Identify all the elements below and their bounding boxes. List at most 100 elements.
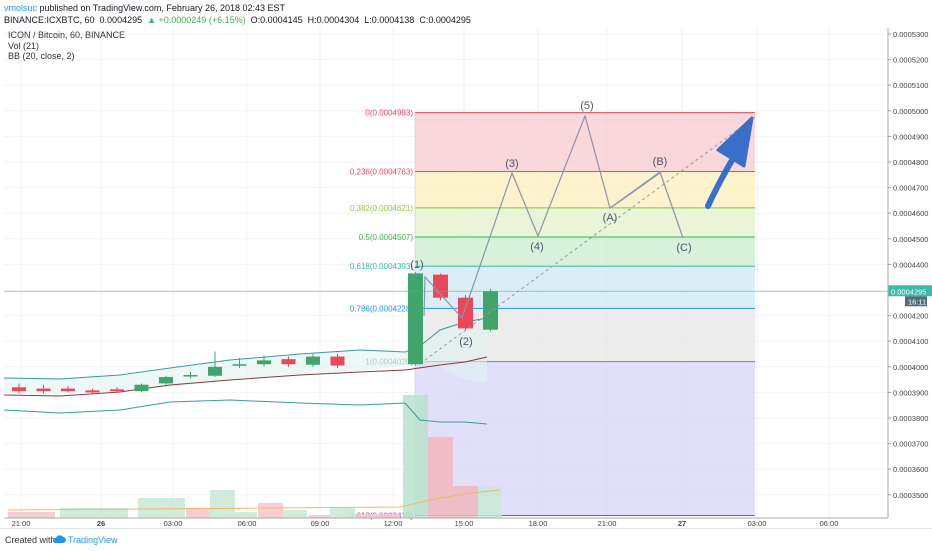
wave-label: (2) [459,336,472,348]
price-tick-label: 0.0004500 [893,235,928,244]
countdown-tag-text: 16:11 [908,297,926,306]
candle-body [110,389,124,392]
time-tick-label: 18:00 [529,519,548,528]
author-link[interactable]: vmolsuc [4,3,38,13]
time-tick-label: 09:00 [311,519,330,528]
tradingview-cloud-icon [52,535,66,543]
time-tick-label: 27 [678,519,686,528]
time-tick-label: 21:00 [12,519,31,528]
volume-bar [258,503,283,518]
fib-zone [415,112,755,172]
candle-body [330,356,345,366]
time-tick-label: 21:00 [598,519,617,528]
candle-body [433,274,448,298]
volume-bar [138,498,185,518]
wave-ab-line [611,172,661,208]
volume-bar [355,514,400,518]
publish-info: published on TradingView.com, February 2… [37,3,286,13]
close-value: C:0.0004295 [419,15,471,25]
candle-body [159,377,173,384]
price-tick-label: 0.0004600 [893,209,928,218]
last-price-tag-text: 0.0004295 [891,287,926,296]
price-tick-label: 0.0003800 [893,414,928,423]
price-tick-label: 0.0004800 [893,158,928,167]
price-tick-label: 0.0005000 [893,107,928,116]
fib-level-label: 0(0.0004993) [365,109,413,118]
candle-body [134,384,149,392]
candle-body [85,390,100,393]
time-tick-label: 06:00 [238,519,257,528]
candle-body [408,273,423,365]
price-tick-label: 0.0005200 [893,56,928,65]
time-tick-label: 03:00 [748,519,767,528]
bollinger-lower [3,399,488,425]
last-price: 0.0004295 [99,15,143,25]
tradingview-logo-text[interactable]: TradingView [68,535,118,545]
wave-label: (A) [603,212,618,224]
price-tick-label: 0.0005300 [893,30,928,39]
price-tick-label: 0.0004200 [893,312,928,321]
candle-body [483,291,498,330]
elliott-wave-path [423,114,684,320]
high-value: H:0.0004304 [307,15,360,25]
created-with-label: Created with [5,535,56,545]
price-tick-label: 0.0003700 [893,440,928,449]
low-value: L:0.0004138 [364,15,415,25]
price-tick-label: 0.0005100 [893,81,928,90]
price-tick-label: 0.0003600 [893,465,928,474]
time-tick-label: 12:00 [384,519,403,528]
wave-label: (1) [410,259,423,271]
upward-arrow-head [716,116,754,168]
fib-level-label: 0.5(0.0004507) [359,233,414,242]
time-tick-label: 15:00 [455,519,474,528]
volume-bar [283,510,307,518]
fib-zone [415,207,755,238]
symbol-line: BINANCE:ICXBTC, 60 0.0004295 ▲ +0.000024… [4,15,471,25]
wave-label: (4) [530,241,543,253]
publish-line: vmolsuc published on TradingView.com, Fe… [4,3,285,13]
legend-bollinger[interactable]: BB (20, close, 2) [8,51,75,61]
price-tick-label: 0.0003900 [893,388,928,397]
bollinger-fill [4,318,487,392]
last-price-tag [888,285,932,297]
candle-body [12,387,26,392]
volume-bar [210,490,235,518]
price-chart[interactable]: 0.0005300 0.0005200 0.0005100 0.0005000 0.00… [0,0,932,528]
volume-bar [453,486,478,518]
volume-ma-line [7,489,501,511]
price-tick-label: 0.0004700 [893,184,928,193]
volume-bar [60,508,128,518]
candle-body [281,359,296,365]
candle-body [306,356,320,365]
candle-body [458,297,473,329]
volume-bar [186,508,210,518]
volume-bar [8,512,55,518]
legend-volume[interactable]: Vol (21) [8,40,40,51]
wave-label: (B) [653,156,668,168]
bollinger-basis [3,356,488,397]
candle-body [257,360,271,365]
legend-symbol[interactable]: ICON / Bitcoin, 60, BINANCE [8,30,126,40]
wave-label: (5) [580,100,593,112]
trend-dashed-line [424,116,756,361]
volume-bar [428,437,453,518]
price-tick-label: 0.0003500 [893,491,928,500]
open-value: O:0.0004145 [250,15,303,25]
candle-body [232,364,247,366]
candle-body [36,388,51,392]
chart-header: vmolsuc published on TradingView.com, Fe… [0,0,932,28]
footer-bar: Created with TradingView [0,528,932,551]
fib-level-label: 0.236(0.0004763) [350,167,414,176]
volume-bar [235,512,257,518]
indicator-legend: ICON / Bitcoin, 60, BINANCE Vol (21) BB … [8,30,125,62]
countdown-tag [905,296,927,307]
fib-level-label: 0.786(0.0004228) [350,304,414,313]
time-tick-label: 03:00 [164,519,183,528]
fib-level-label: 0.382(0.0004621) [350,204,414,213]
wave-label: (C) [676,242,691,254]
price-tick-label: 0.0004900 [893,132,928,141]
volume-bar [403,395,428,518]
candle-body [208,366,222,376]
price-change: ▲ +0.0000249 (+6.15%) [147,15,246,25]
wave-label: (3) [505,158,518,170]
